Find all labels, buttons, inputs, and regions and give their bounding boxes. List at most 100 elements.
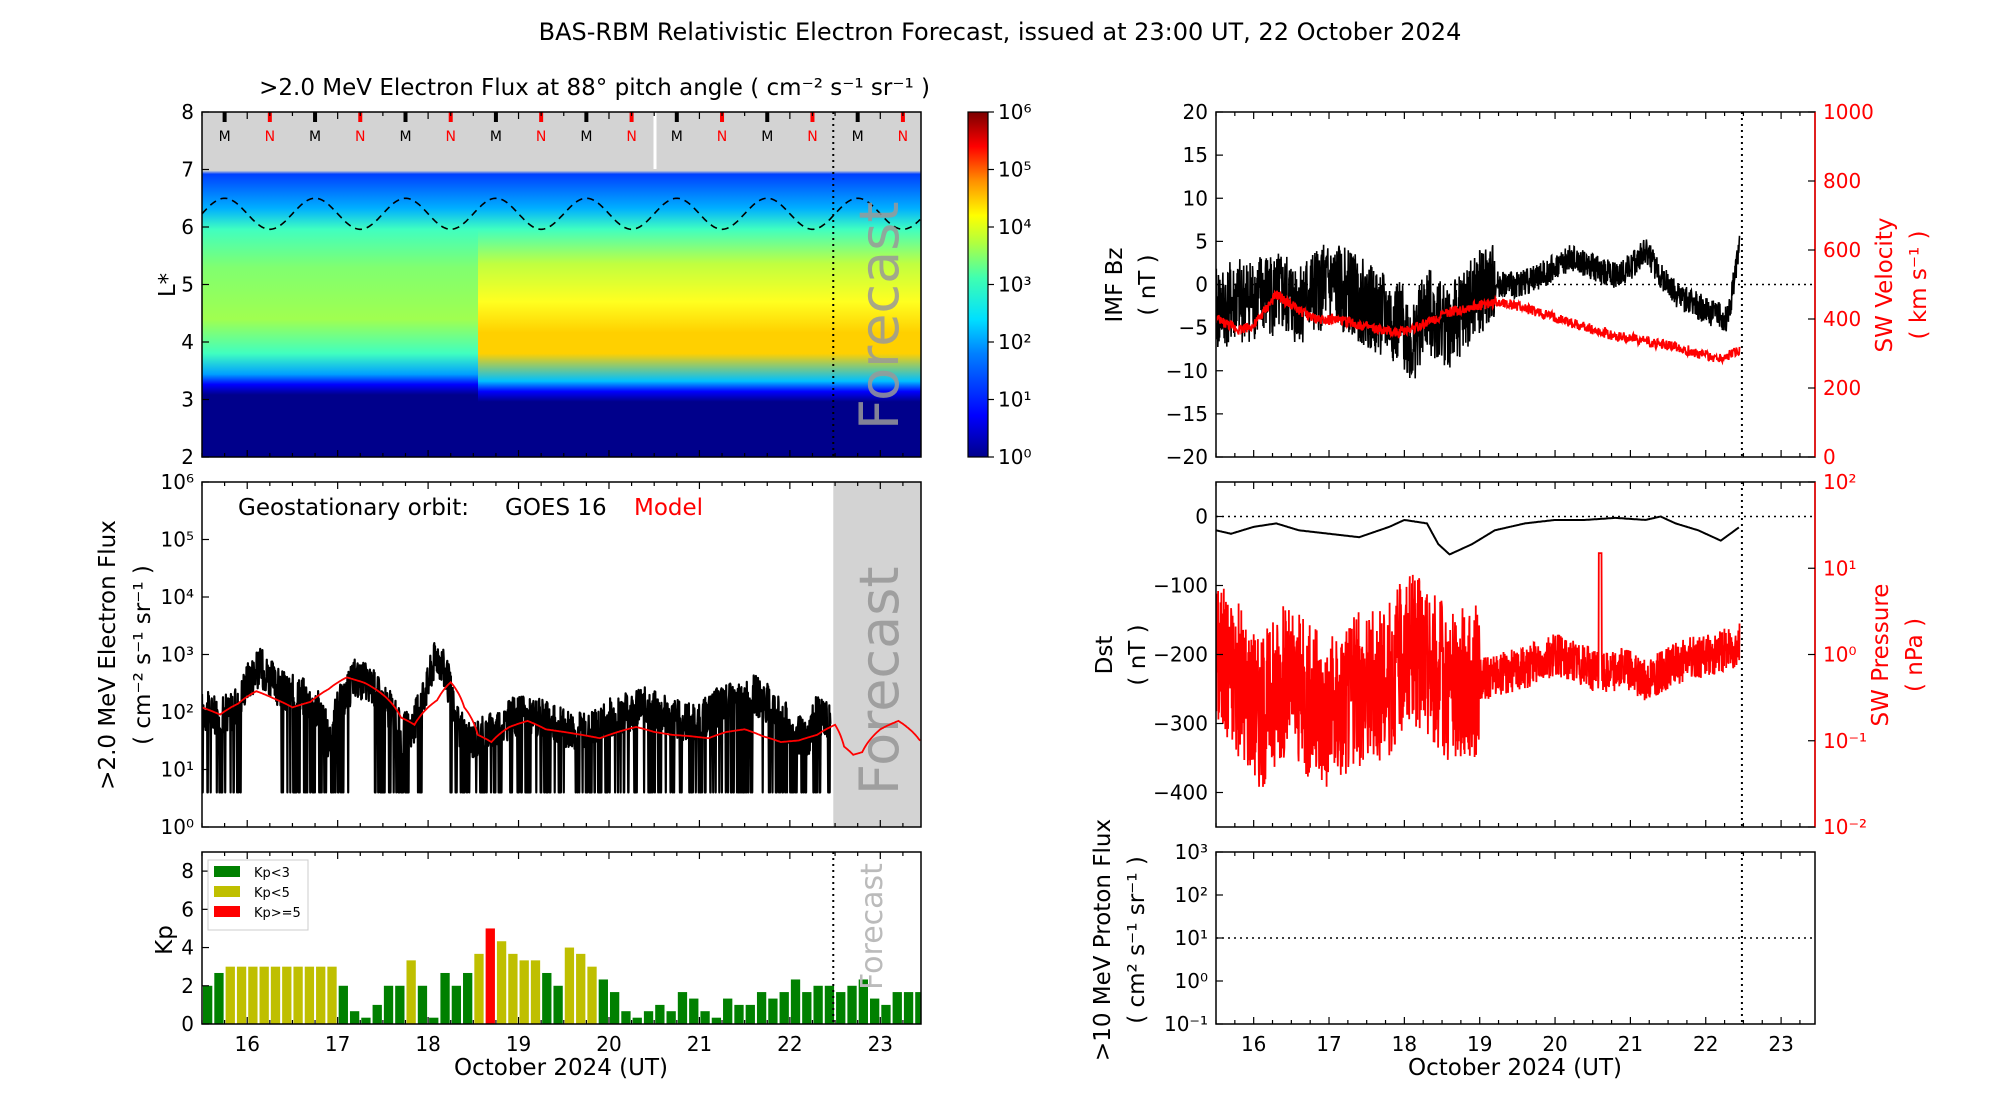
y-tick-label: 10² <box>1175 883 1208 907</box>
y-tick-label: 0 <box>1195 505 1208 529</box>
y-tick-label: 10 <box>1183 186 1208 210</box>
dst-line <box>1216 515 1740 556</box>
legend-kp-high: Kp>=5 <box>254 906 301 921</box>
geo-ylabel-line2: ( cm⁻² s⁻¹ sr⁻¹ ) <box>130 565 156 745</box>
x-tick-label: 17 <box>1316 1032 1341 1056</box>
x-tick-label: 16 <box>1241 1032 1266 1056</box>
kp-x-axis: 16 17 18 19 20 21 22 23 <box>201 852 904 1056</box>
proton-ylabel-line2: ( cm² s⁻¹ sr⁻¹ ) <box>1124 856 1150 1024</box>
magnetopause-dashed-trace <box>202 197 921 231</box>
magnetopause-marker-label: M <box>219 129 231 145</box>
y-tick-label: 10⁶ <box>161 470 194 494</box>
x-tick-label: 21 <box>687 1032 712 1056</box>
kp-bar <box>236 966 247 1024</box>
y-tick-label: −400 <box>1153 781 1208 805</box>
heatmap-title: >2.0 MeV Electron Flux at 88° pitch angl… <box>259 75 930 101</box>
colorbar-tick-label: 10¹ <box>998 388 1031 412</box>
colorbar-ticks: 10⁰ 10¹ 10² 10³ 10⁴ 10⁵ 10⁶ <box>988 100 1031 469</box>
y-tick-label: 10⁰ <box>1175 969 1208 993</box>
kp-bar <box>734 1004 744 1024</box>
forecast-watermark: Forecast <box>848 202 911 431</box>
magnetopause-marker-label: N <box>898 129 908 145</box>
magnetopause-marker-strip <box>202 112 921 169</box>
sw-pressure-ylabel-line2: ( nPa ) <box>1902 618 1928 692</box>
kp-bar <box>949 992 958 1024</box>
sw-pressure-line <box>1216 552 1741 787</box>
imf-y-axis-right: 0 200 400 600 800 1000 <box>1808 100 1874 469</box>
y-tick-label: 10³ <box>161 643 194 667</box>
magnetopause-marker-label: N <box>626 129 636 145</box>
y-tick-label: 10¹ <box>1175 926 1208 950</box>
x-tick-label: 21 <box>1618 1032 1643 1056</box>
sw-velocity-ylabel-line1: SW Velocity <box>1872 218 1898 353</box>
kp-bar <box>666 1011 676 1024</box>
kp-bar <box>293 966 303 1024</box>
y-tick-label-right: 0 <box>1823 445 1836 469</box>
legend-kp-mid: Kp<5 <box>254 886 290 901</box>
kp-bar <box>542 972 552 1024</box>
figure-title: BAS-RBM Relativistic Electron Forecast, … <box>539 18 1462 46</box>
imf-x-ticks <box>1215 112 1801 457</box>
y-tick-label-right: 10¹ <box>1823 556 1856 580</box>
y-tick-label-right: 800 <box>1823 169 1861 193</box>
legend-prefix: Geostationary orbit: <box>238 495 469 521</box>
kp-bar <box>214 972 224 1024</box>
colorbar-tick-label: 10⁰ <box>998 445 1031 469</box>
y-tick-label: 20 <box>1183 100 1208 124</box>
magnetopause-marker-label: M <box>580 129 592 145</box>
left-xlabel: October 2024 (UT) <box>454 1055 668 1081</box>
kp-bar <box>598 979 608 1024</box>
y-tick-label: 4 <box>181 330 194 354</box>
kp-bar <box>338 985 348 1024</box>
kp-bar <box>553 985 563 1024</box>
kp-bar <box>768 998 778 1024</box>
kp-bar <box>869 998 880 1024</box>
kp-bar <box>881 1004 891 1024</box>
kp-bar <box>259 966 269 1024</box>
colorbar-tick-label: 10² <box>998 330 1031 354</box>
y-tick-label: 7 <box>181 158 194 182</box>
kp-bar <box>564 947 575 1024</box>
kp-bar <box>406 960 416 1024</box>
proton-axes-frame <box>1215 851 1816 1025</box>
magnetopause-marker-label: M <box>761 129 773 145</box>
imf-y-axis-left: −20 −15 −10 −5 0 5 10 15 20 <box>1166 100 1223 469</box>
kp-bar <box>519 960 529 1024</box>
y-tick-label: 2 <box>181 445 194 469</box>
imf-ylabel-line1: IMF Bz <box>1102 247 1128 322</box>
dst-ylabel-line2: ( nT ) <box>1125 624 1151 685</box>
magnetopause-marker-label: N <box>355 129 365 145</box>
model-flux-line <box>202 676 921 756</box>
heatmap-panel: >2.0 MeV Electron Flux at 88° pitch angl… <box>155 75 1031 469</box>
geo-x-ticks <box>201 482 904 827</box>
colorbar <box>967 111 989 458</box>
kp-y-axis: 0 2 4 6 8 <box>181 859 209 1036</box>
y-tick-label: 10¹ <box>161 758 194 782</box>
kp-bar <box>632 1017 642 1024</box>
forecast-watermark: Forecast <box>855 863 890 990</box>
kp-bar <box>316 966 326 1024</box>
forecast-watermark: Forecast <box>848 567 911 796</box>
magnetopause-marker-label: N <box>265 129 275 145</box>
proton-ylabel-line1: >10 MeV Proton Flux <box>1090 819 1116 1061</box>
magnetopause-marker-label: N <box>536 129 546 145</box>
kp-bar <box>836 992 846 1024</box>
y-tick-label: 6 <box>181 215 194 239</box>
kp-bars <box>203 928 958 1024</box>
x-tick-label: 23 <box>1768 1032 1793 1056</box>
proton-panel: 10⁻¹ 10⁰ 10¹ 10² 10³ 16 17 18 19 20 21 22 23 >10 Me… <box>1090 819 1816 1081</box>
y-tick-label-right: 200 <box>1823 376 1861 400</box>
kp-bar <box>723 998 733 1024</box>
kp-bar <box>802 992 812 1024</box>
x-tick-label: 22 <box>777 1032 802 1056</box>
kp-bar <box>915 992 921 1024</box>
kp-bar <box>621 1011 631 1024</box>
y-tick-label: 10⁴ <box>161 585 194 609</box>
y-tick-label: 0 <box>1195 273 1208 297</box>
kp-bar <box>451 985 462 1024</box>
legend-goes16: GOES 16 <box>505 495 607 521</box>
kp-bar <box>282 966 292 1024</box>
magnetopause-marker-label: M <box>490 129 502 145</box>
